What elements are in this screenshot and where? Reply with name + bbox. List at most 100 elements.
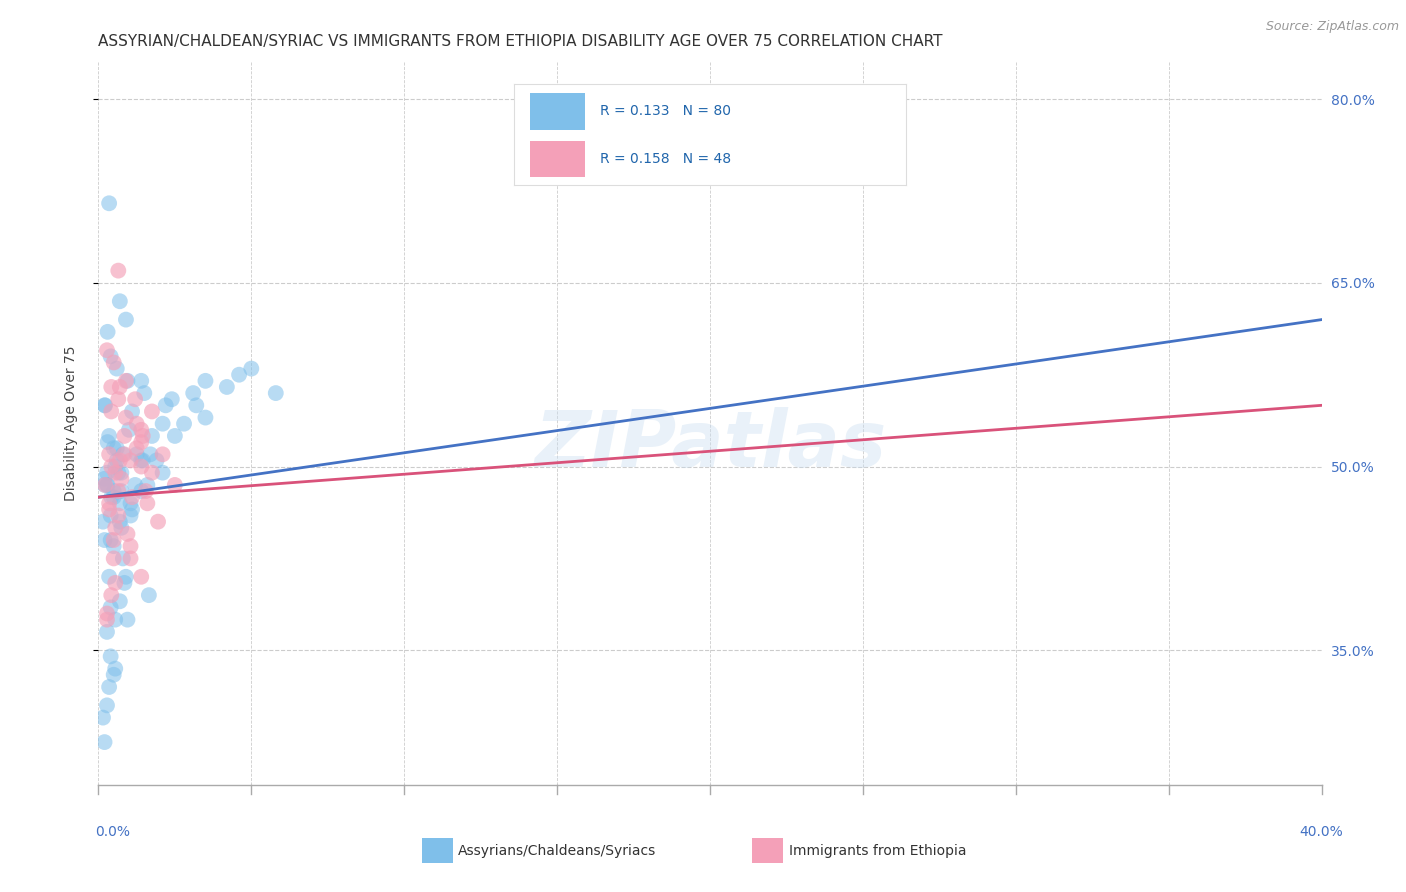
Point [111,551,134,566]
Point [107,466,129,480]
Point [97,435,120,450]
Point [124,478,146,492]
Point [152,417,174,431]
Point [96,343,118,358]
Point [163,429,186,443]
Point [105,453,128,467]
Point [146,515,169,529]
Point [173,417,195,431]
Point [118,423,141,437]
Point [129,374,152,388]
Point [103,667,125,681]
Point [96,624,118,639]
Point [145,453,167,467]
Point [91,515,114,529]
Point [100,380,122,394]
Text: Source: ZipAtlas.com: Source: ZipAtlas.com [1265,20,1399,33]
Point [96,698,118,713]
Point [96,607,118,621]
Y-axis label: Disability Age Over 75: Disability Age Over 75 [63,346,77,501]
Point [93,735,115,749]
Point [117,613,139,627]
Text: Assyrians/Chaldeans/Syriacs: Assyrians/Chaldeans/Syriacs [458,844,657,858]
Point [93,533,115,547]
Point [94,398,117,412]
Point [125,441,148,455]
Point [141,404,163,418]
Point [98,447,121,461]
Point [93,398,115,412]
Point [100,508,122,523]
Point [112,429,135,443]
Point [108,496,131,510]
Point [98,680,121,694]
Point [136,478,159,492]
Point [93,472,115,486]
Point [132,453,155,467]
Point [96,466,118,480]
Point [104,613,127,627]
Point [194,374,217,388]
Point [117,374,139,388]
Point [139,447,162,461]
Point [107,484,129,499]
Point [112,447,135,461]
Point [152,466,174,480]
Point [115,570,138,584]
Point [108,380,131,394]
Point [121,502,143,516]
Point [104,521,127,535]
Point [155,398,177,412]
Point [132,429,155,443]
Point [110,472,132,486]
Point [107,508,129,523]
Point [100,649,122,664]
Point [98,570,121,584]
Text: ZIPatlas: ZIPatlas [534,408,886,483]
Point [115,410,138,425]
Point [129,453,152,467]
Text: 0.0%: 0.0% [96,825,131,839]
Point [120,508,142,523]
Point [129,423,152,437]
Point [108,515,131,529]
Point [240,361,263,376]
Point [100,600,122,615]
Point [103,539,125,553]
Point [103,441,125,455]
Point [117,527,139,541]
Point [152,447,174,461]
Point [100,533,122,547]
Point [120,551,142,566]
Point [100,459,122,474]
Point [103,484,125,499]
Point [121,490,143,504]
Point [98,196,121,211]
Point [103,551,125,566]
Point [112,575,135,590]
Point [104,466,127,480]
Point [160,392,183,407]
Point [103,490,125,504]
Point [100,588,122,602]
Point [98,429,121,443]
Point [98,502,121,516]
Point [107,263,129,277]
Point [103,355,125,369]
Point [136,496,159,510]
Point [186,398,208,412]
Point [141,429,163,443]
Point [141,466,163,480]
Point [108,294,131,309]
Point [100,490,122,504]
Point [138,588,160,602]
Point [93,478,115,492]
Point [107,392,129,407]
Point [108,453,131,467]
Point [194,410,217,425]
Point [94,478,117,492]
Point [115,312,138,326]
Point [105,441,128,455]
Point [91,710,114,724]
Point [215,380,238,394]
